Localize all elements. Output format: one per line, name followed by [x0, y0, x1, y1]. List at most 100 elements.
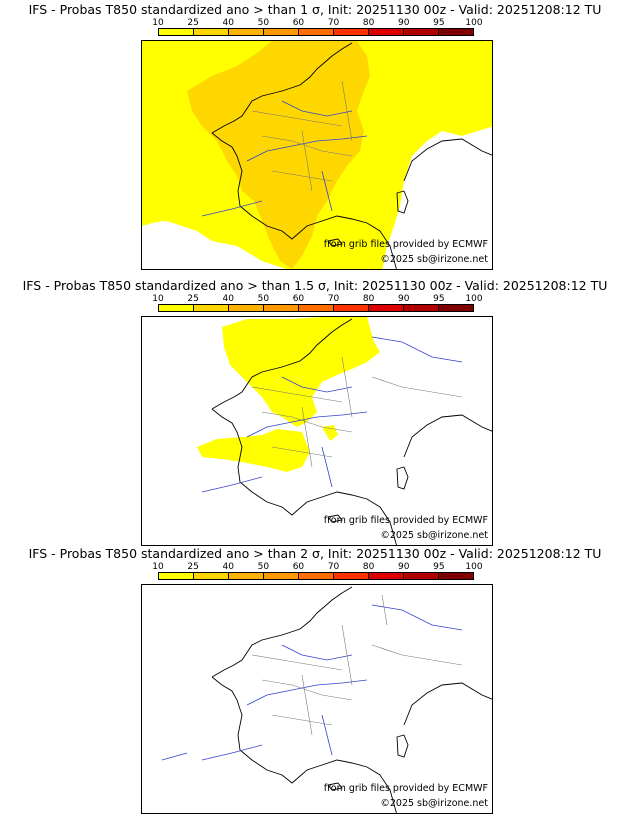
border	[251, 356, 463, 468]
colorbar-tick-label: 70	[327, 18, 340, 28]
panel-title: IFS - Probas T850 standardized ano > tha…	[22, 278, 608, 293]
colorbar-tick-label: 95	[433, 18, 445, 28]
colorbar-segment	[194, 29, 229, 35]
colorbar-segment	[334, 29, 369, 35]
credit-copyright: ©2025 sb@irizone.net	[380, 798, 488, 809]
colorbar-segment	[369, 305, 404, 311]
colorbar	[158, 28, 474, 36]
colorbar-segment	[334, 573, 369, 579]
colorbar-segment	[404, 305, 439, 311]
colorbar-tick-label: 10	[152, 562, 164, 572]
colorbar-tick-label: 90	[398, 562, 410, 572]
map-graphic	[161, 586, 492, 813]
colorbar-tick-label: 60	[292, 294, 305, 304]
colorbar-tick-label: 95	[433, 294, 445, 304]
colorbar-segment	[404, 29, 439, 35]
colorbar-segment	[264, 29, 299, 35]
colorbar-tick-label: 95	[433, 562, 445, 572]
credit-copyright: ©2025 sb@irizone.net	[380, 530, 488, 541]
colorbar-tick-label: 40	[222, 294, 234, 304]
river	[201, 336, 463, 493]
colorbar-segment	[194, 573, 229, 579]
map-graphic	[197, 317, 492, 545]
colorbar-segment	[159, 305, 194, 311]
colorbar-tick-label: 90	[398, 18, 410, 28]
prob-area-10-25	[222, 317, 380, 427]
colorbar-tick-label: 100	[465, 18, 483, 28]
colorbar-segment	[439, 573, 473, 579]
colorbar-segment	[264, 573, 299, 579]
no-prob-area	[142, 221, 190, 269]
colorbar-tick-label: 25	[187, 562, 199, 572]
colorbar-tick-label: 25	[187, 18, 199, 28]
probability-map: from grib files provided by ECMWF ©2025 …	[141, 316, 493, 546]
colorbar-tick-label: 60	[292, 562, 305, 572]
coastline	[327, 514, 343, 523]
colorbar-tick-label: 90	[398, 294, 410, 304]
credit-source: from grib files provided by ECMWF	[323, 515, 488, 526]
map-graphic	[142, 41, 492, 269]
border	[251, 80, 353, 192]
panel-title: IFS - Probas T850 standardized ano > tha…	[28, 2, 602, 17]
colorbar-tick-label: 50	[257, 18, 270, 28]
coastline	[396, 734, 409, 758]
colorbar-tick-label: 10	[152, 18, 164, 28]
no-prob-area	[387, 126, 492, 269]
colorbar-tick-label: 100	[465, 562, 483, 572]
border	[251, 594, 463, 736]
colorbar-ticks: 10 25 40 50 60 70 80 90 95 100	[141, 294, 492, 304]
colorbar-ticks: 10 25 40 50 60 70 80 90 95 100	[141, 18, 492, 28]
map-panel-2: IFS - Probas T850 standardized ano > tha…	[0, 276, 630, 552]
colorbar-segment	[299, 29, 334, 35]
colorbar-segment	[439, 305, 473, 311]
credit-source: from grib files provided by ECMWF	[323, 239, 488, 250]
colorbar-tick-label: 80	[362, 562, 375, 572]
coastline	[396, 190, 409, 214]
coastline	[211, 42, 492, 269]
colorbar-tick-label: 40	[222, 18, 234, 28]
colorbar-tick-label: 50	[257, 294, 270, 304]
colorbar	[158, 572, 474, 580]
coastline	[327, 238, 343, 247]
colorbar-tick-label: 10	[152, 294, 164, 304]
coastline	[327, 782, 343, 791]
colorbar-tick-label: 50	[257, 562, 270, 572]
colorbar-segment	[369, 573, 404, 579]
colorbar-tick-label: 60	[292, 18, 305, 28]
coastline	[211, 586, 492, 813]
probability-map: from grib files provided by ECMWF ©2025 …	[141, 40, 493, 270]
colorbar-tick-label: 70	[327, 562, 340, 572]
colorbar-segment	[439, 29, 473, 35]
colorbar-segment	[159, 29, 194, 35]
credit-source: from grib files provided by ECMWF	[323, 783, 488, 794]
colorbar-segment	[229, 29, 264, 35]
colorbar-tick-label: 100	[465, 294, 483, 304]
credit-copyright: ©2025 sb@irizone.net	[380, 254, 488, 265]
prob-area-25-40	[187, 41, 370, 269]
panel-title: IFS - Probas T850 standardized ano > tha…	[28, 546, 602, 561]
map-panel-3: IFS - Probas T850 standardized ano > tha…	[0, 544, 630, 820]
colorbar-segment	[334, 305, 369, 311]
colorbar-ticks: 10 25 40 50 60 70 80 90 95 100	[141, 562, 492, 572]
colorbar-tick-label: 70	[327, 294, 340, 304]
prob-area-10-25	[197, 429, 310, 472]
colorbar-segment	[299, 573, 334, 579]
colorbar-segment	[229, 573, 264, 579]
river	[161, 604, 463, 761]
colorbar-segment	[299, 305, 334, 311]
map-panel-1: IFS - Probas T850 standardized ano > tha…	[0, 0, 630, 276]
colorbar-segment	[404, 573, 439, 579]
colorbar-tick-label: 80	[362, 18, 375, 28]
colorbar-segment	[194, 305, 229, 311]
colorbar-tick-label: 80	[362, 294, 375, 304]
colorbar-segment	[159, 573, 194, 579]
coastline	[396, 466, 409, 490]
colorbar-segment	[264, 305, 299, 311]
river	[201, 100, 368, 217]
colorbar-segment	[369, 29, 404, 35]
colorbar-segment	[229, 305, 264, 311]
colorbar	[158, 304, 474, 312]
colorbar-tick-label: 25	[187, 294, 199, 304]
coastline	[211, 318, 492, 545]
probability-map: from grib files provided by ECMWF ©2025 …	[141, 584, 493, 814]
